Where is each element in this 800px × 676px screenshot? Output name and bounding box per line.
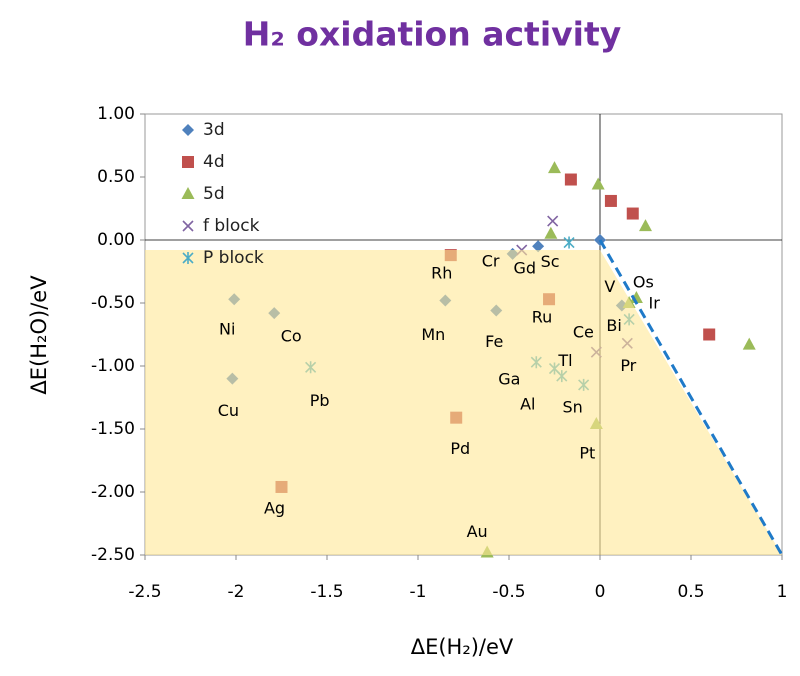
point-label: Pb [310, 391, 330, 410]
y-axis-label: ΔE(H₂O)/eV [27, 275, 51, 395]
marker-triangle [591, 177, 605, 190]
marker-triangle [742, 337, 756, 350]
x-tick-label: -1.5 [310, 582, 343, 602]
point-label: Cr [482, 251, 500, 270]
y-tick-label: -2.00 [91, 482, 135, 502]
point-label: Ag [264, 498, 285, 517]
marker-star [563, 236, 575, 249]
legend-label: 5d [203, 184, 225, 204]
x-tick-label: -0.5 [492, 582, 525, 602]
chart-title: H₂ oxidation activity [243, 15, 622, 54]
point-label: Ir [648, 294, 660, 313]
y-tick-label: 0.00 [97, 230, 135, 250]
marker-square [604, 194, 617, 207]
marker-triangle [639, 219, 652, 232]
marker-star [182, 252, 194, 264]
legend-label: 3d [203, 120, 225, 140]
point-label: Pr [620, 356, 636, 375]
marker-square [703, 328, 716, 341]
point-label: Sn [562, 397, 582, 416]
x-tick-label: -1 [410, 582, 427, 602]
y-tick-label: 1.00 [97, 104, 135, 124]
point-label: Pt [579, 443, 595, 462]
x-tick-label: 0 [595, 582, 606, 602]
point-label: Mn [421, 325, 445, 344]
point-label: Ga [498, 370, 520, 389]
point-label: Ni [219, 320, 235, 339]
marker-square [626, 207, 639, 220]
marker-square [564, 173, 577, 186]
marker-diamond [182, 124, 194, 136]
point-label: Tl [557, 351, 572, 370]
marker-triangle [548, 161, 561, 174]
y-tick-label: 0.50 [97, 167, 135, 187]
point-label: Gd [513, 259, 536, 278]
x-axis-label: ΔE(H₂)/eV [411, 635, 514, 659]
marker-triangle [544, 226, 558, 239]
y-tick-label: -1.50 [91, 419, 135, 439]
point-label: Al [520, 395, 535, 414]
legend-label: 4d [203, 152, 225, 172]
point-label: Bi [606, 316, 621, 335]
point-label: Co [281, 327, 302, 346]
shaded-region [145, 250, 782, 555]
y-tick-label: -1.00 [91, 356, 135, 376]
point-label: Rh [431, 264, 452, 283]
point-label: Os [633, 272, 654, 291]
y-tick-label: -0.50 [91, 293, 135, 313]
point-label: Sc [541, 252, 560, 271]
marker-x [547, 215, 559, 227]
x-tick-label: 0.5 [677, 582, 704, 602]
point-label: Ce [573, 323, 594, 342]
legend-label: f block [203, 216, 260, 236]
boundary-dashed [598, 239, 784, 556]
marker-triangle [181, 187, 195, 199]
point-label: Fe [485, 332, 503, 351]
marker-x [182, 220, 194, 232]
point-label: Au [467, 522, 488, 541]
x-tick-label: -2 [228, 582, 245, 602]
legend-label: P block [203, 248, 264, 268]
point-label: V [604, 277, 615, 296]
marker-square [182, 156, 194, 168]
x-tick-label: -2.5 [128, 582, 161, 602]
marker-diamond [532, 240, 545, 253]
point-label: Cu [218, 401, 239, 420]
x-tick-label: 1 [777, 582, 788, 602]
point-label: Pd [450, 439, 470, 458]
y-tick-label: -2.50 [91, 545, 135, 565]
point-label: Ru [532, 308, 553, 327]
